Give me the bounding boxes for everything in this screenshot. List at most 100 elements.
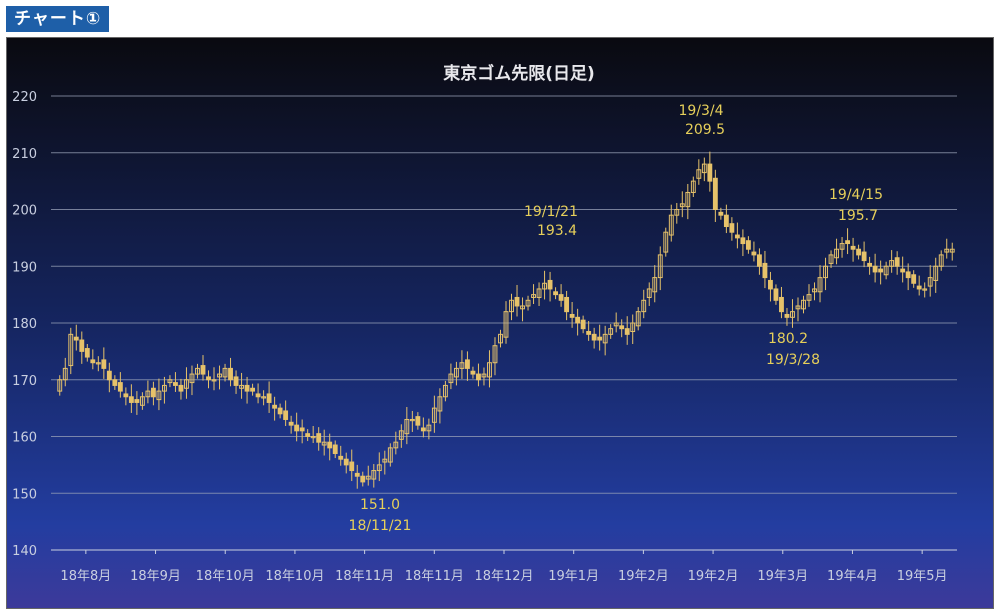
- candle: [773, 284, 779, 305]
- candles: [57, 151, 955, 489]
- candle: [718, 207, 724, 220]
- candle: [867, 256, 873, 275]
- candle-body: [768, 279, 773, 290]
- candle: [536, 282, 542, 306]
- candle: [250, 383, 256, 396]
- candle-body: [938, 254, 944, 267]
- candle: [883, 261, 889, 280]
- candle: [255, 383, 261, 404]
- candle-body: [95, 362, 101, 365]
- candle-body: [453, 367, 459, 378]
- candle-body: [178, 384, 184, 392]
- candle: [184, 367, 189, 399]
- candle: [387, 443, 393, 467]
- y-tick-label: 190: [12, 260, 37, 275]
- candle-body: [487, 362, 492, 378]
- candle: [316, 427, 322, 451]
- chart-frame: 東京ゴム先限(日足) 140 150 160 170 180 190 200 210 220 18…: [6, 37, 994, 609]
- candle: [382, 450, 388, 475]
- candle-body: [690, 180, 696, 193]
- candle: [189, 365, 195, 396]
- candle-body: [261, 396, 267, 399]
- candle-body: [393, 441, 399, 449]
- candle: [911, 270, 917, 288]
- y-tick-label: 220: [12, 90, 37, 105]
- candle: [630, 314, 636, 344]
- candle: [481, 367, 487, 386]
- y-tick-label: 140: [12, 544, 37, 559]
- candle-body: [723, 214, 729, 228]
- candle-body: [106, 370, 112, 381]
- annotation-date: 19/1/21: [524, 204, 578, 220]
- candle-body: [883, 265, 889, 276]
- candle: [823, 257, 828, 291]
- candle-body: [641, 299, 647, 313]
- candle: [690, 176, 696, 198]
- candle: [442, 380, 448, 402]
- candle-body: [900, 268, 906, 273]
- candle-body: [613, 322, 619, 327]
- candle: [426, 418, 432, 440]
- candle: [134, 391, 140, 415]
- candle-body: [288, 421, 294, 426]
- candle-body: [349, 461, 355, 472]
- candle: [288, 415, 294, 434]
- annotation-value: 195.7: [838, 208, 878, 224]
- candle-body: [415, 416, 421, 426]
- candle-body: [195, 367, 200, 375]
- candle-body: [398, 430, 404, 440]
- candle-body: [321, 441, 327, 446]
- candle: [938, 250, 944, 271]
- candle: [95, 356, 101, 372]
- y-tick-label: 180: [12, 317, 37, 332]
- annotation-value: 180.2: [768, 331, 808, 347]
- candle: [178, 378, 184, 400]
- candle-body: [729, 223, 735, 233]
- candle: [817, 265, 823, 303]
- candle: [663, 227, 669, 257]
- annotation-date: 19/4/15: [829, 187, 883, 203]
- candle: [393, 431, 399, 455]
- candle-body: [327, 441, 333, 449]
- candle-body: [233, 376, 239, 386]
- candle-body: [850, 245, 856, 250]
- annotation-value: 151.0: [360, 497, 400, 513]
- candle-body: [558, 294, 564, 301]
- candle-body: [272, 404, 278, 409]
- candle: [569, 302, 575, 328]
- candle: [459, 350, 465, 379]
- candle-body: [635, 311, 641, 327]
- candle: [768, 271, 773, 302]
- candle: [106, 362, 112, 393]
- candle-body: [861, 251, 867, 262]
- candle-body: [756, 254, 762, 267]
- candle-body: [173, 382, 178, 386]
- candle: [371, 464, 377, 488]
- candle: [701, 157, 707, 182]
- candle-body: [266, 393, 272, 403]
- candle: [327, 433, 333, 461]
- candle-body: [542, 282, 547, 290]
- candle: [437, 388, 443, 424]
- candle: [707, 151, 713, 192]
- candle-body: [564, 296, 570, 313]
- x-tick-label: 19年5月: [897, 569, 948, 584]
- candle-body: [354, 472, 360, 477]
- candle-body: [404, 418, 410, 435]
- candle: [465, 351, 470, 381]
- candle-body: [872, 265, 878, 273]
- candle: [635, 307, 641, 331]
- x-tick-label: 18年10月: [196, 569, 255, 584]
- candle: [128, 384, 134, 413]
- candle: [586, 321, 592, 341]
- candle-body: [580, 319, 586, 330]
- annotation-high-jan: 19/1/21 193.4: [524, 204, 578, 239]
- candle-body: [751, 251, 757, 256]
- candle: [894, 251, 900, 275]
- candle-body: [927, 277, 933, 287]
- candle: [398, 424, 404, 448]
- candle-body: [784, 313, 790, 318]
- candle-body: [481, 373, 487, 378]
- candle-body: [922, 288, 928, 291]
- candle-body: [189, 373, 195, 384]
